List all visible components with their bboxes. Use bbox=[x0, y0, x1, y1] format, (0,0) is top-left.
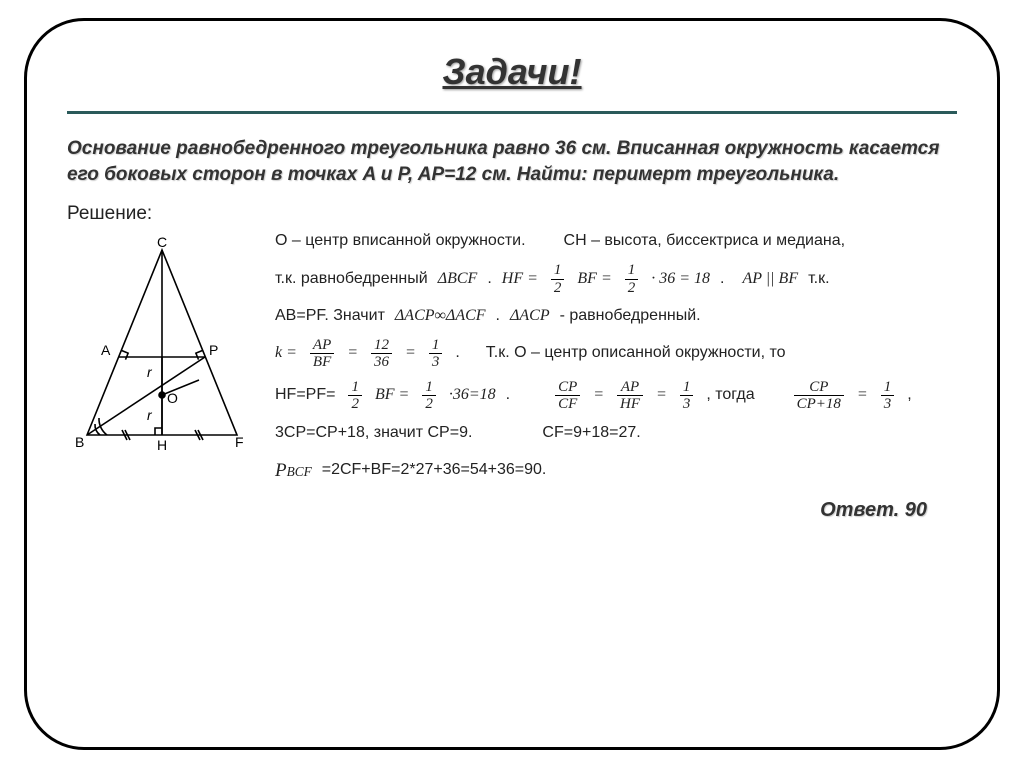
frac-12-36: 1236 bbox=[371, 337, 392, 371]
geometry-figure: C A P B H F O r r bbox=[67, 229, 257, 493]
line-3: AB=PF. Значит ΔACP∞ΔACF . ΔACP - равнобе… bbox=[275, 304, 957, 329]
solution-work: O – центр вписанной окружности. CH – выс… bbox=[275, 229, 957, 493]
line-6: 3CP=CP+18, значит CP=9. CF=9+18=27. bbox=[275, 421, 957, 446]
frac-cp-cf: CPCF bbox=[555, 379, 580, 413]
line-4: k = APBF = 1236 = 13 . Т.к. O – центр оп… bbox=[275, 337, 957, 371]
slide-title: Задачи! bbox=[67, 51, 957, 93]
ap-parallel-bf: AP || BF bbox=[742, 267, 798, 292]
frac-1-3b: 13 bbox=[680, 379, 694, 413]
answer-text: Ответ. 90 bbox=[67, 499, 957, 522]
problem-statement: Основание равнобедренного треугольника р… bbox=[67, 136, 957, 187]
label-F: F bbox=[235, 434, 244, 450]
frac-half-1: 12 bbox=[551, 262, 565, 296]
text-ch: CH – высота, биссектриса и медиана, bbox=[564, 229, 846, 254]
line-7: PBCF =2CF+BF=2*27+36=54+36=90. bbox=[275, 456, 957, 485]
hf-pf: HF=PF= bbox=[275, 383, 335, 408]
label-O: O bbox=[167, 390, 178, 406]
perimeter-calc: =2CF+BF=2*27+36=54+36=90. bbox=[322, 458, 547, 483]
divider bbox=[67, 111, 957, 114]
frac-half-2: 12 bbox=[625, 262, 639, 296]
tri-bcf: ΔBCF bbox=[438, 267, 478, 292]
frac-1-3c: 13 bbox=[881, 379, 895, 413]
frac-ap-hf: APHF bbox=[617, 379, 643, 413]
text-isos: т.к. равнобедренный bbox=[275, 267, 428, 292]
ab-pf: AB=PF. Значит bbox=[275, 304, 385, 329]
k-eq: k = bbox=[275, 341, 297, 366]
text-o-center: O – центр вписанной окружности. bbox=[275, 229, 526, 254]
bf-eq2: BF = bbox=[375, 383, 409, 408]
bf-eq: BF = bbox=[577, 267, 611, 292]
tri-similar: ΔACP∞ΔACF bbox=[395, 304, 486, 329]
tk-text: т.к. bbox=[808, 267, 829, 292]
label-C: C bbox=[157, 235, 167, 250]
three-cp: 3CP=CP+18, значит CP=9. bbox=[275, 421, 472, 446]
content-area: C A P B H F O r r O – центр вписанной ок… bbox=[67, 229, 957, 493]
perimeter-P: PBCF bbox=[275, 456, 312, 485]
line-2: т.к. равнобедренный ΔBCF . HF = 12 BF = … bbox=[275, 262, 957, 296]
label-H: H bbox=[157, 437, 167, 453]
times-36: · 36 = 18 bbox=[651, 267, 710, 292]
frac-half-4: 12 bbox=[422, 379, 436, 413]
label-B: B bbox=[75, 434, 84, 450]
tk-o-center: Т.к. O – центр описанной окружности, то bbox=[486, 341, 786, 366]
tri-acp: ΔACP bbox=[510, 304, 550, 329]
togda: , тогда bbox=[706, 383, 754, 408]
slide-frame: Задачи! Основание равнобедренного треуго… bbox=[24, 18, 1000, 750]
triangle-diagram: C A P B H F O r r bbox=[67, 235, 257, 455]
frac-cp-cp18: CPCP+18 bbox=[794, 379, 844, 413]
line-5: HF=PF= 12 BF = 12 ·36=18 . CPCF = APHF =… bbox=[275, 379, 957, 413]
cf-27: CF=9+18=27. bbox=[542, 421, 640, 446]
frac-1-3: 13 bbox=[429, 337, 443, 371]
label-A: A bbox=[101, 342, 111, 358]
label-r2: r bbox=[147, 407, 153, 423]
solution-label: Решение: bbox=[67, 203, 957, 225]
frac-ap-bf: APBF bbox=[310, 337, 334, 371]
label-P: P bbox=[209, 342, 218, 358]
isos-text: - равнобедренный. bbox=[560, 304, 701, 329]
line-1: O – центр вписанной окружности. CH – выс… bbox=[275, 229, 957, 254]
label-r1: r bbox=[147, 364, 153, 380]
hf-eq: HF = bbox=[502, 267, 538, 292]
v36-18: ·36=18 bbox=[449, 383, 496, 408]
frac-half-3: 12 bbox=[348, 379, 362, 413]
